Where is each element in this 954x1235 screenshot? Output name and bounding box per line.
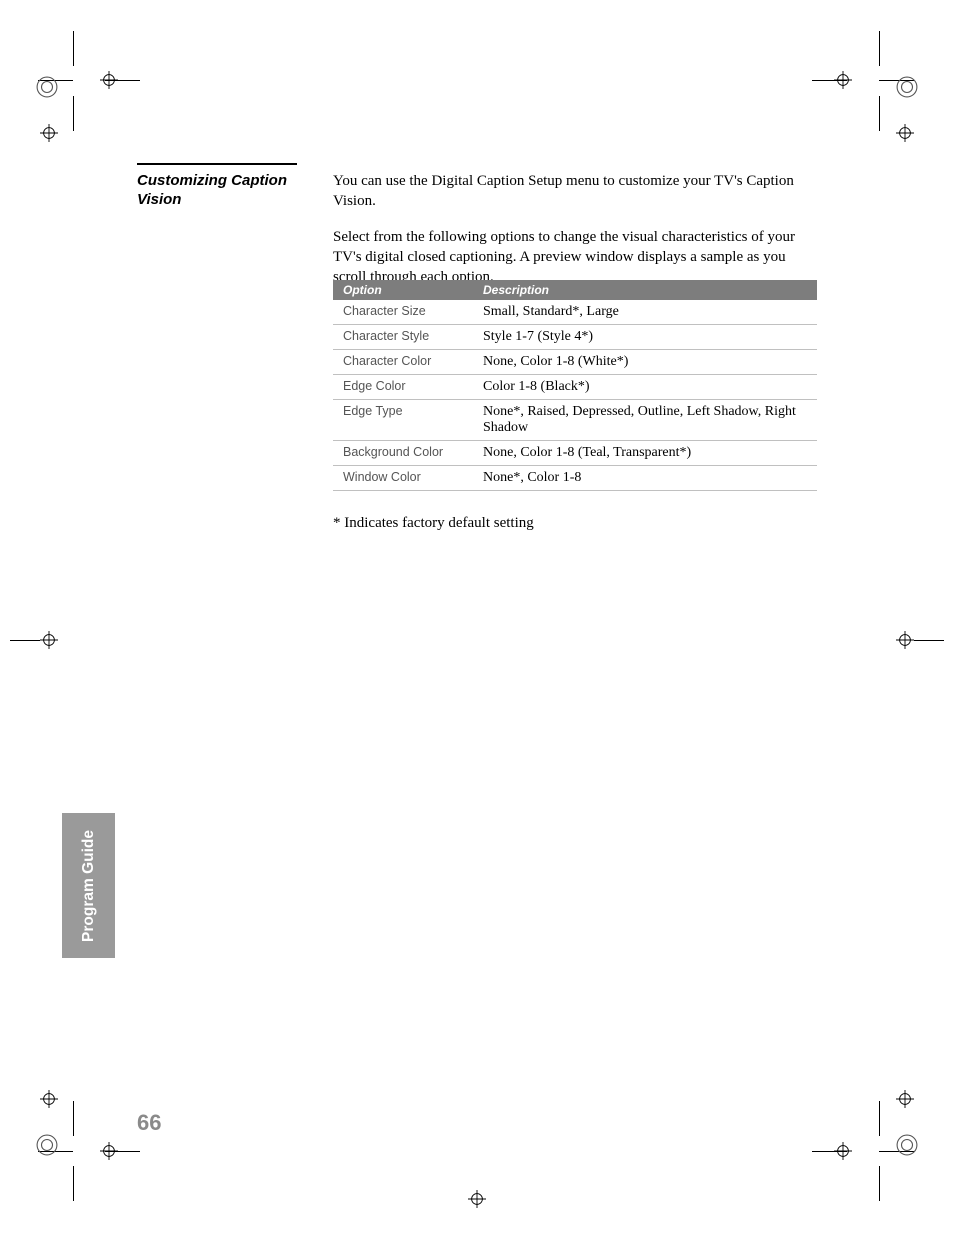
option-cell: Window Color xyxy=(333,466,473,491)
crop-line xyxy=(914,640,944,641)
registration-mark-icon xyxy=(896,1090,914,1108)
option-cell: Character Style xyxy=(333,325,473,350)
table-header-description: Description xyxy=(473,280,817,300)
registration-mark-icon xyxy=(896,124,914,142)
registration-mark-icon xyxy=(100,71,118,89)
page-number: 66 xyxy=(137,1110,161,1136)
section-tab: Program Guide xyxy=(62,813,115,958)
crop-line xyxy=(879,1101,880,1136)
option-cell: Edge Type xyxy=(333,400,473,441)
registration-mark-icon xyxy=(468,1190,486,1208)
crop-line xyxy=(73,1166,74,1201)
crop-line xyxy=(73,31,74,66)
crop-line xyxy=(73,96,74,131)
option-cell: Character Size xyxy=(333,300,473,325)
description-cell: Color 1-8 (Black*) xyxy=(473,375,817,400)
description-cell: None, Color 1-8 (Teal, Transparent*) xyxy=(473,441,817,466)
registration-mark-icon xyxy=(40,124,58,142)
corner-pattern-icon xyxy=(36,76,58,98)
corner-pattern-icon xyxy=(896,1134,918,1156)
registration-mark-icon xyxy=(40,1090,58,1108)
registration-mark-icon xyxy=(834,71,852,89)
crop-line xyxy=(879,31,880,66)
description-cell: None, Color 1-8 (White*) xyxy=(473,350,817,375)
corner-pattern-icon xyxy=(896,76,918,98)
crop-line xyxy=(879,96,880,131)
table-header-option: Option xyxy=(333,280,473,300)
section-tab-label: Program Guide xyxy=(80,830,98,942)
registration-mark-icon xyxy=(834,1142,852,1160)
table-row: Character Size Small, Standard*, Large xyxy=(333,300,817,325)
registration-mark-icon xyxy=(100,1142,118,1160)
table-row: Background Color None, Color 1-8 (Teal, … xyxy=(333,441,817,466)
crop-line xyxy=(10,640,40,641)
table-row: Character Color None, Color 1-8 (White*) xyxy=(333,350,817,375)
table-row: Window Color None*, Color 1-8 xyxy=(333,466,817,491)
registration-mark-icon xyxy=(40,631,58,649)
crop-line xyxy=(73,1101,74,1136)
options-table: Option Description Character Size Small,… xyxy=(333,280,817,491)
option-cell: Character Color xyxy=(333,350,473,375)
footnote: * Indicates factory default setting xyxy=(333,515,534,532)
paragraph: Select from the following options to cha… xyxy=(333,227,817,288)
registration-mark-icon xyxy=(896,631,914,649)
description-cell: None*, Color 1-8 xyxy=(473,466,817,491)
table-row: Edge Color Color 1-8 (Black*) xyxy=(333,375,817,400)
table-row: Edge Type None*, Raised, Depressed, Outl… xyxy=(333,400,817,441)
crop-line xyxy=(879,1166,880,1201)
description-cell: Small, Standard*, Large xyxy=(473,300,817,325)
section-heading: Customizing Caption Vision xyxy=(137,163,297,210)
option-cell: Background Color xyxy=(333,441,473,466)
description-cell: None*, Raised, Depressed, Outline, Left … xyxy=(473,400,817,441)
description-cell: Style 1-7 (Style 4*) xyxy=(473,325,817,350)
option-cell: Edge Color xyxy=(333,375,473,400)
corner-pattern-icon xyxy=(36,1134,58,1156)
paragraph: You can use the Digital Caption Setup me… xyxy=(333,171,817,212)
table-row: Character Style Style 1-7 (Style 4*) xyxy=(333,325,817,350)
